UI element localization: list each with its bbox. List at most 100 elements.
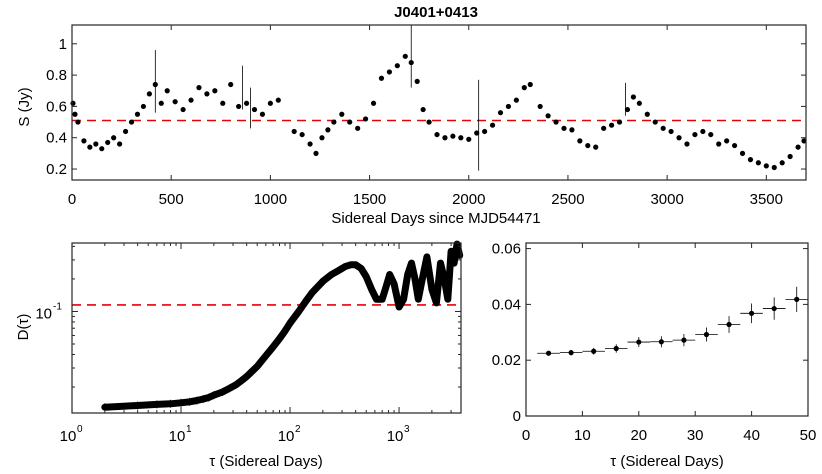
light-curve-axes: 0 500 1000 1500 2000 2500 3000 3500 0.2 0.4 0.6 0.8… [46,24,807,208]
data-point [236,103,242,110]
x-tick-label: 10 [169,428,186,445]
data-point [561,125,567,131]
data-point [299,131,305,138]
light-curve-y-label: S (Jy) [16,87,33,126]
data-point [287,320,293,326]
data-point [178,400,184,406]
structure-function-x-label: τ (Sidereal Days) [209,453,322,470]
data-point [172,99,178,105]
data-point [194,398,200,403]
x-tick-exponent: 2 [295,424,301,435]
y-tick-label: 0 [513,408,521,425]
data-point [122,128,129,135]
data-point [87,144,93,150]
data-point [779,160,785,166]
x-tick-exponent: 3 [404,424,410,435]
data-point [553,119,559,125]
x-tick-label: 0 [68,191,76,208]
data-point [482,128,488,135]
data-point [692,131,698,138]
data-point [239,378,245,383]
data-point [267,100,273,106]
zoom-frame [525,242,809,417]
x-tick-label: 10 [574,427,591,444]
data-point [128,119,135,125]
data-point [313,150,319,156]
data-point [140,103,147,110]
data-point [259,358,265,364]
data-point [771,164,777,171]
data-point [749,310,755,316]
data-point [739,150,746,156]
data-point [196,85,202,91]
data-point [497,110,504,116]
data-point [426,119,432,125]
chart-title: J0401+0413 [394,4,478,21]
data-point [402,53,408,59]
data-point [212,88,218,94]
y-tick-label: 1 [59,36,67,53]
x-tick-label: 50 [800,427,817,444]
data-point [187,399,193,405]
structure-function-data [72,240,464,412]
data-point [545,113,551,119]
data-point [320,278,326,284]
structure-function-axes: 10 0 10 1 10 2 10 310 -1 [35,242,462,445]
data-point [275,97,281,103]
data-point [339,111,345,117]
data-point [795,144,801,150]
structure-function-line [104,243,461,408]
data-point [291,128,297,135]
data-point [660,125,666,131]
data-point [135,403,141,408]
data-point [747,157,754,163]
x-tick-label: 10 [60,428,77,445]
x-tick-label: 10 [387,428,404,445]
data-point [206,395,212,400]
data-point [164,88,170,94]
data-point [315,284,321,289]
zoom-x-label: τ (Sidereal Days) [610,453,723,470]
data-point [601,125,607,131]
structure-function-panel: 10 0 10 1 10 2 10 310 -1 τ (Sidereal Days) D(τ) [15,240,464,470]
data-point [630,94,637,100]
y-tick-label: 0.4 [46,130,67,147]
data-point [505,103,512,110]
light-curve-frame [71,24,807,181]
data-point [244,374,250,379]
data-point [414,78,420,84]
data-point [331,119,337,125]
data-point [363,116,369,122]
structure-function-y-label: D(τ) [15,314,32,341]
data-point [703,331,710,338]
data-point [180,106,186,113]
data-point [489,122,496,128]
x-tick-label: 1500 [353,191,386,208]
x-tick-exponent: 0 [77,424,83,435]
data-point [72,111,78,117]
x-tick-label: 10 [278,428,295,445]
data-point [93,141,99,147]
data-point [652,119,658,125]
data-point [700,128,706,135]
data-point [70,100,76,106]
data-point [309,290,315,295]
data-point [537,103,543,110]
data-point [254,364,260,369]
data-point [716,141,722,147]
data-point [243,100,250,106]
data-point [616,119,623,125]
x-tick-label: 40 [743,427,760,444]
data-point [158,100,164,106]
y-tick-label: 0.8 [46,67,67,84]
data-point [608,122,615,128]
data-point [434,131,440,138]
x-tick-label: 1000 [254,191,287,208]
x-tick-label: 2000 [452,191,485,208]
data-point [676,135,682,141]
data-point [249,368,255,374]
data-point [296,309,302,314]
data-point [282,328,288,334]
data-point [200,396,206,402]
